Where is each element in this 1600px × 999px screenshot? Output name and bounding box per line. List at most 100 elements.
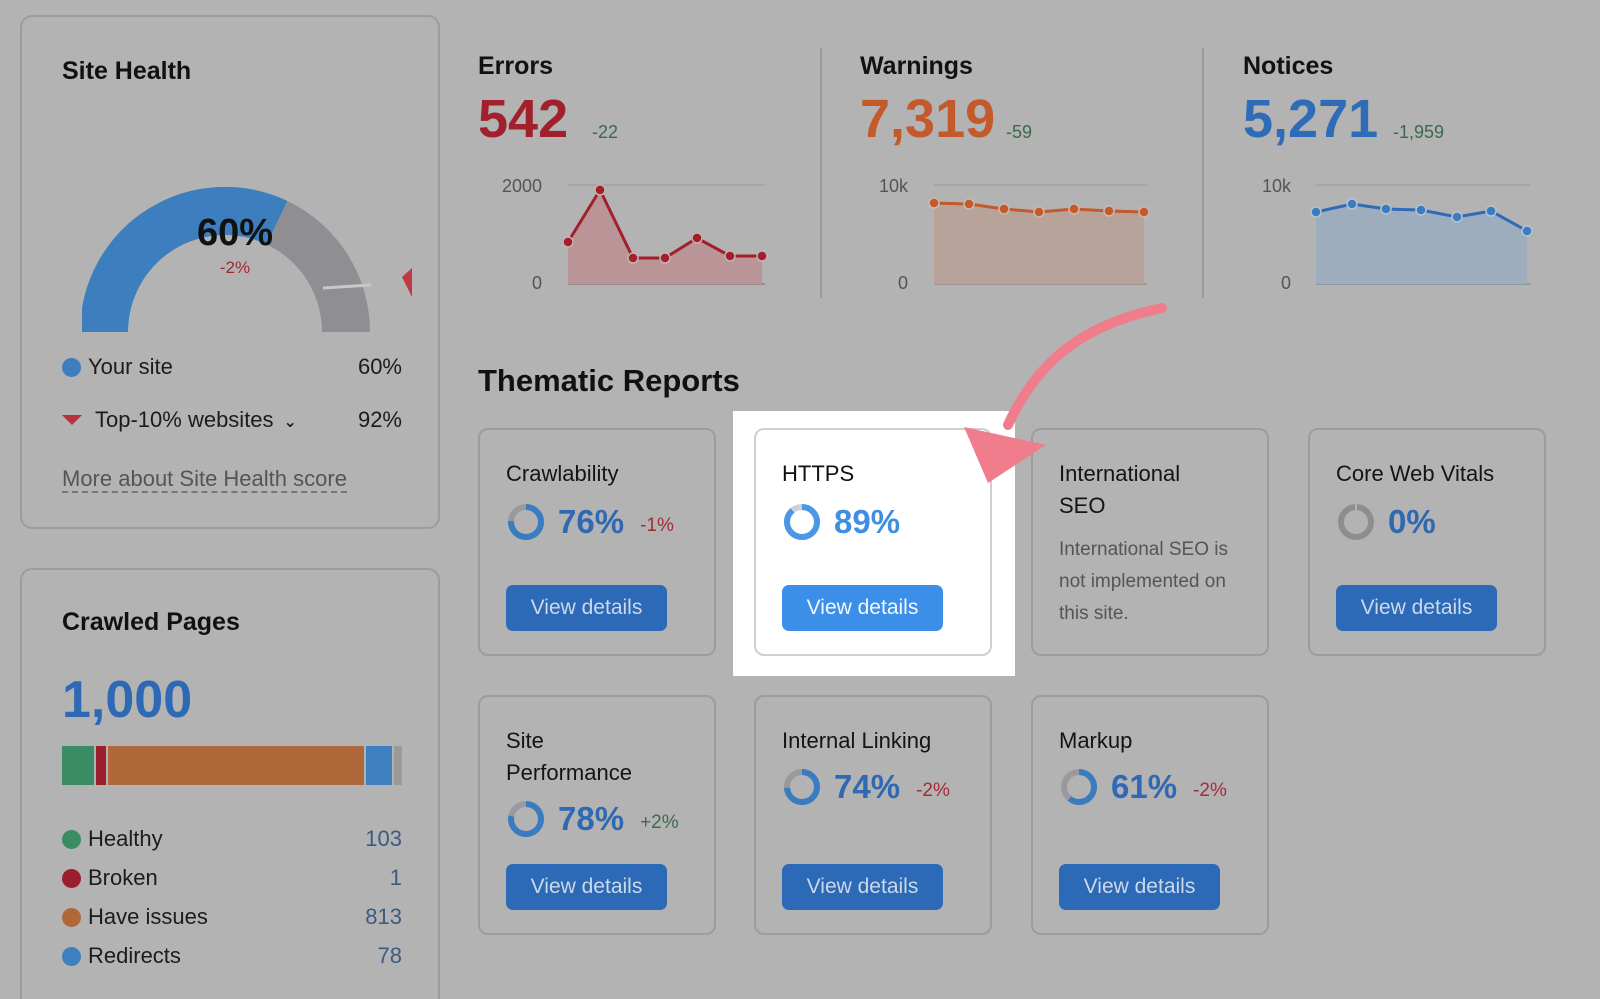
report-title: International SEO (1059, 458, 1180, 522)
legend-label: Broken (88, 865, 158, 890)
report-card-international-seo: International SEO International SEO is n… (1031, 428, 1269, 656)
red-triangle-icon (62, 415, 82, 425)
legend-value[interactable]: 1 (389, 865, 402, 890)
view-details-button[interactable]: View details (782, 864, 943, 910)
report-card-crawlability: Crawlability 76% -1% View details (478, 428, 716, 656)
view-details-button[interactable]: View details (1336, 585, 1497, 631)
more-about-site-health-link[interactable]: More about Site Health score (62, 466, 347, 493)
report-score: 78% +2% (506, 799, 679, 839)
notices-count[interactable]: 5,271 (1243, 89, 1379, 149)
report-title: Internal Linking (782, 728, 932, 753)
title-line: Performance (506, 760, 632, 785)
blue-dot-icon (62, 946, 81, 966)
legend-value: 92% (357, 407, 402, 432)
report-score: 89% (782, 502, 900, 542)
view-details-button[interactable]: View details (1059, 864, 1220, 910)
legend-value[interactable]: 103 (365, 826, 402, 851)
report-title: Crawlability (506, 461, 619, 486)
legend-label: Redirects (88, 943, 181, 968)
report-percent: 76% (558, 503, 625, 540)
donut-progress-icon (1061, 769, 1097, 805)
title-line: International (1059, 461, 1181, 486)
legend-label: Have issues (88, 904, 208, 929)
bar-redirects[interactable] (366, 746, 392, 785)
blue-dot-icon (62, 357, 81, 377)
crawled-pages-title: Crawled Pages (62, 608, 240, 636)
warnings-count[interactable]: 7,319 (860, 89, 996, 149)
donut-progress-icon (508, 801, 544, 837)
legend-value[interactable]: 78 (377, 943, 402, 968)
report-percent: 0% (1388, 503, 1436, 540)
crawled-pages-bar (62, 746, 402, 785)
report-card-internal-linking: Internal Linking 74% -2% View details (754, 695, 992, 935)
legend-top10[interactable]: Top-10% websites ⌄ 92% (62, 407, 402, 433)
report-delta: -1% (640, 515, 674, 536)
donut-progress-icon (1338, 504, 1374, 540)
legend-broken[interactable]: Broken 1 (62, 865, 402, 891)
report-percent: 78% (558, 800, 625, 837)
title-line: Site (506, 728, 544, 753)
report-percent: 89% (834, 503, 901, 540)
report-delta: -2% (916, 780, 950, 801)
notices-delta: -1,959 (1393, 122, 1445, 142)
divider (1202, 48, 1204, 298)
view-details-button[interactable]: View details (782, 585, 943, 631)
bar-have-issues[interactable] (108, 746, 364, 785)
bar-broken[interactable] (96, 746, 106, 785)
warnings-sparkline: 10k 0 (879, 176, 1150, 293)
errors-panel: Errors 542 -22 2000 0 (460, 40, 805, 300)
legend-label: Top-10% websites (95, 407, 274, 432)
report-card-core-web-vitals: Core Web Vitals 0% View details (1308, 428, 1546, 656)
report-percent: 74% (834, 768, 901, 805)
report-title: Markup (1059, 728, 1133, 753)
donut-progress-icon (784, 769, 820, 805)
donut-progress-icon (508, 504, 544, 540)
svg-text:0: 0 (898, 273, 908, 293)
report-score: 76% -1% (506, 502, 674, 542)
crawled-pages-total[interactable]: 1,000 (62, 671, 193, 729)
report-card-site-performance: Site Performance 78% +2% View details (478, 695, 716, 935)
legend-your-site: Your site 60% (62, 354, 402, 380)
red-dot-icon (62, 868, 81, 888)
svg-text:0: 0 (532, 273, 542, 293)
report-score: 61% -2% (1059, 767, 1227, 807)
legend-value: 60% (357, 354, 402, 379)
svg-text:10k: 10k (879, 176, 909, 196)
thematic-reports-title: Thematic Reports (478, 363, 740, 398)
notices-panel: Notices 5,271 -1,959 10k 0 (1225, 40, 1570, 300)
report-delta: -2% (1193, 780, 1227, 801)
site-health-title: Site Health (62, 57, 192, 85)
warnings-title: Warnings (860, 52, 973, 80)
legend-healthy[interactable]: Healthy 103 (62, 826, 402, 852)
svg-text:2000: 2000 (502, 176, 542, 196)
errors-title: Errors (478, 52, 554, 80)
view-details-button[interactable]: View details (506, 585, 667, 631)
report-description: International SEO is not implemented on … (1059, 539, 1228, 624)
report-score: 0% (1336, 502, 1436, 542)
legend-have-issues[interactable]: Have issues 813 (62, 904, 402, 930)
donut-progress-icon (784, 504, 820, 540)
legend-label: Healthy (88, 826, 163, 851)
divider (820, 48, 822, 298)
report-percent: 61% (1111, 768, 1178, 805)
bar-healthy[interactable] (62, 746, 94, 785)
site-health-score: 60% (196, 212, 274, 254)
notices-title: Notices (1243, 52, 1334, 80)
svg-text:10k: 10k (1262, 176, 1292, 196)
green-dot-icon (62, 829, 81, 849)
report-title: HTTPS (782, 461, 855, 486)
report-title: Core Web Vitals (1336, 461, 1495, 486)
bar-other[interactable] (394, 746, 402, 785)
legend-value[interactable]: 813 (365, 904, 402, 929)
report-title: Site Performance (506, 725, 632, 789)
notices-sparkline: 10k 0 (1262, 176, 1533, 293)
legend-redirects[interactable]: Redirects 78 (62, 943, 402, 969)
errors-count[interactable]: 542 (478, 89, 569, 149)
report-card-markup: Markup 61% -2% View details (1031, 695, 1269, 935)
chevron-down-icon[interactable]: ⌄ (283, 414, 297, 431)
benchmark-marker-icon (402, 268, 412, 297)
view-details-button[interactable]: View details (506, 864, 667, 910)
orange-dot-icon (62, 907, 81, 927)
title-line: SEO (1059, 493, 1106, 518)
report-score: 74% -2% (782, 767, 950, 807)
